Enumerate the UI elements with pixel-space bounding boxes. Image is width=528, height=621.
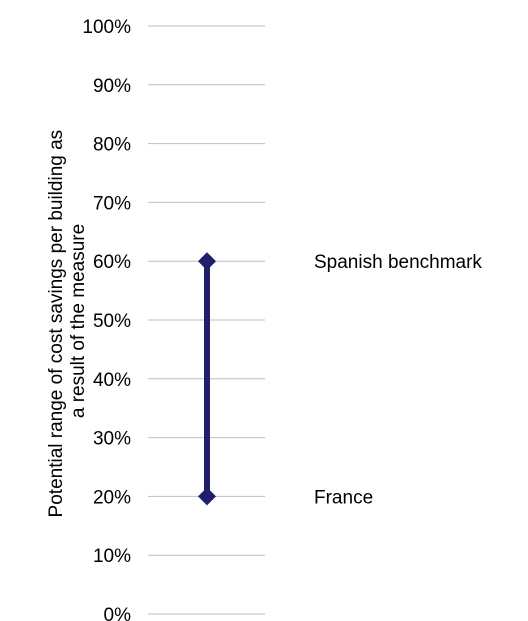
y-axis-title-line-1: Potential range of cost savings per buil… (46, 130, 67, 518)
y-tick-label: 80% (93, 135, 131, 156)
y-tick-label: 70% (93, 193, 131, 214)
y-tick-label: 100% (82, 17, 131, 38)
range-marker-low (198, 487, 216, 506)
annotation-label: France (314, 487, 373, 508)
y-tick-labels: 0% 10% 20% 30% 40% 50% 60% 70% 80% 90% 100% (82, 17, 131, 621)
y-tick-label: 60% (93, 252, 131, 273)
range-series (198, 252, 216, 506)
y-tick-label: 0% (104, 605, 132, 621)
y-axis-title: Potential range of cost savings per buil… (46, 125, 89, 518)
y-tick-label: 40% (93, 370, 131, 391)
y-tick-label: 30% (93, 429, 131, 450)
y-tick-label: 10% (93, 546, 131, 567)
y-axis-title-line-2: a result of the measure (68, 224, 89, 418)
range-marker-high (198, 252, 216, 271)
annotation-label: Spanish benchmark (314, 252, 482, 273)
annotations: Spanish benchmark France (314, 252, 482, 508)
y-tick-label: 90% (93, 76, 131, 97)
y-tick-label: 50% (93, 311, 131, 332)
y-tick-label: 20% (93, 487, 131, 508)
